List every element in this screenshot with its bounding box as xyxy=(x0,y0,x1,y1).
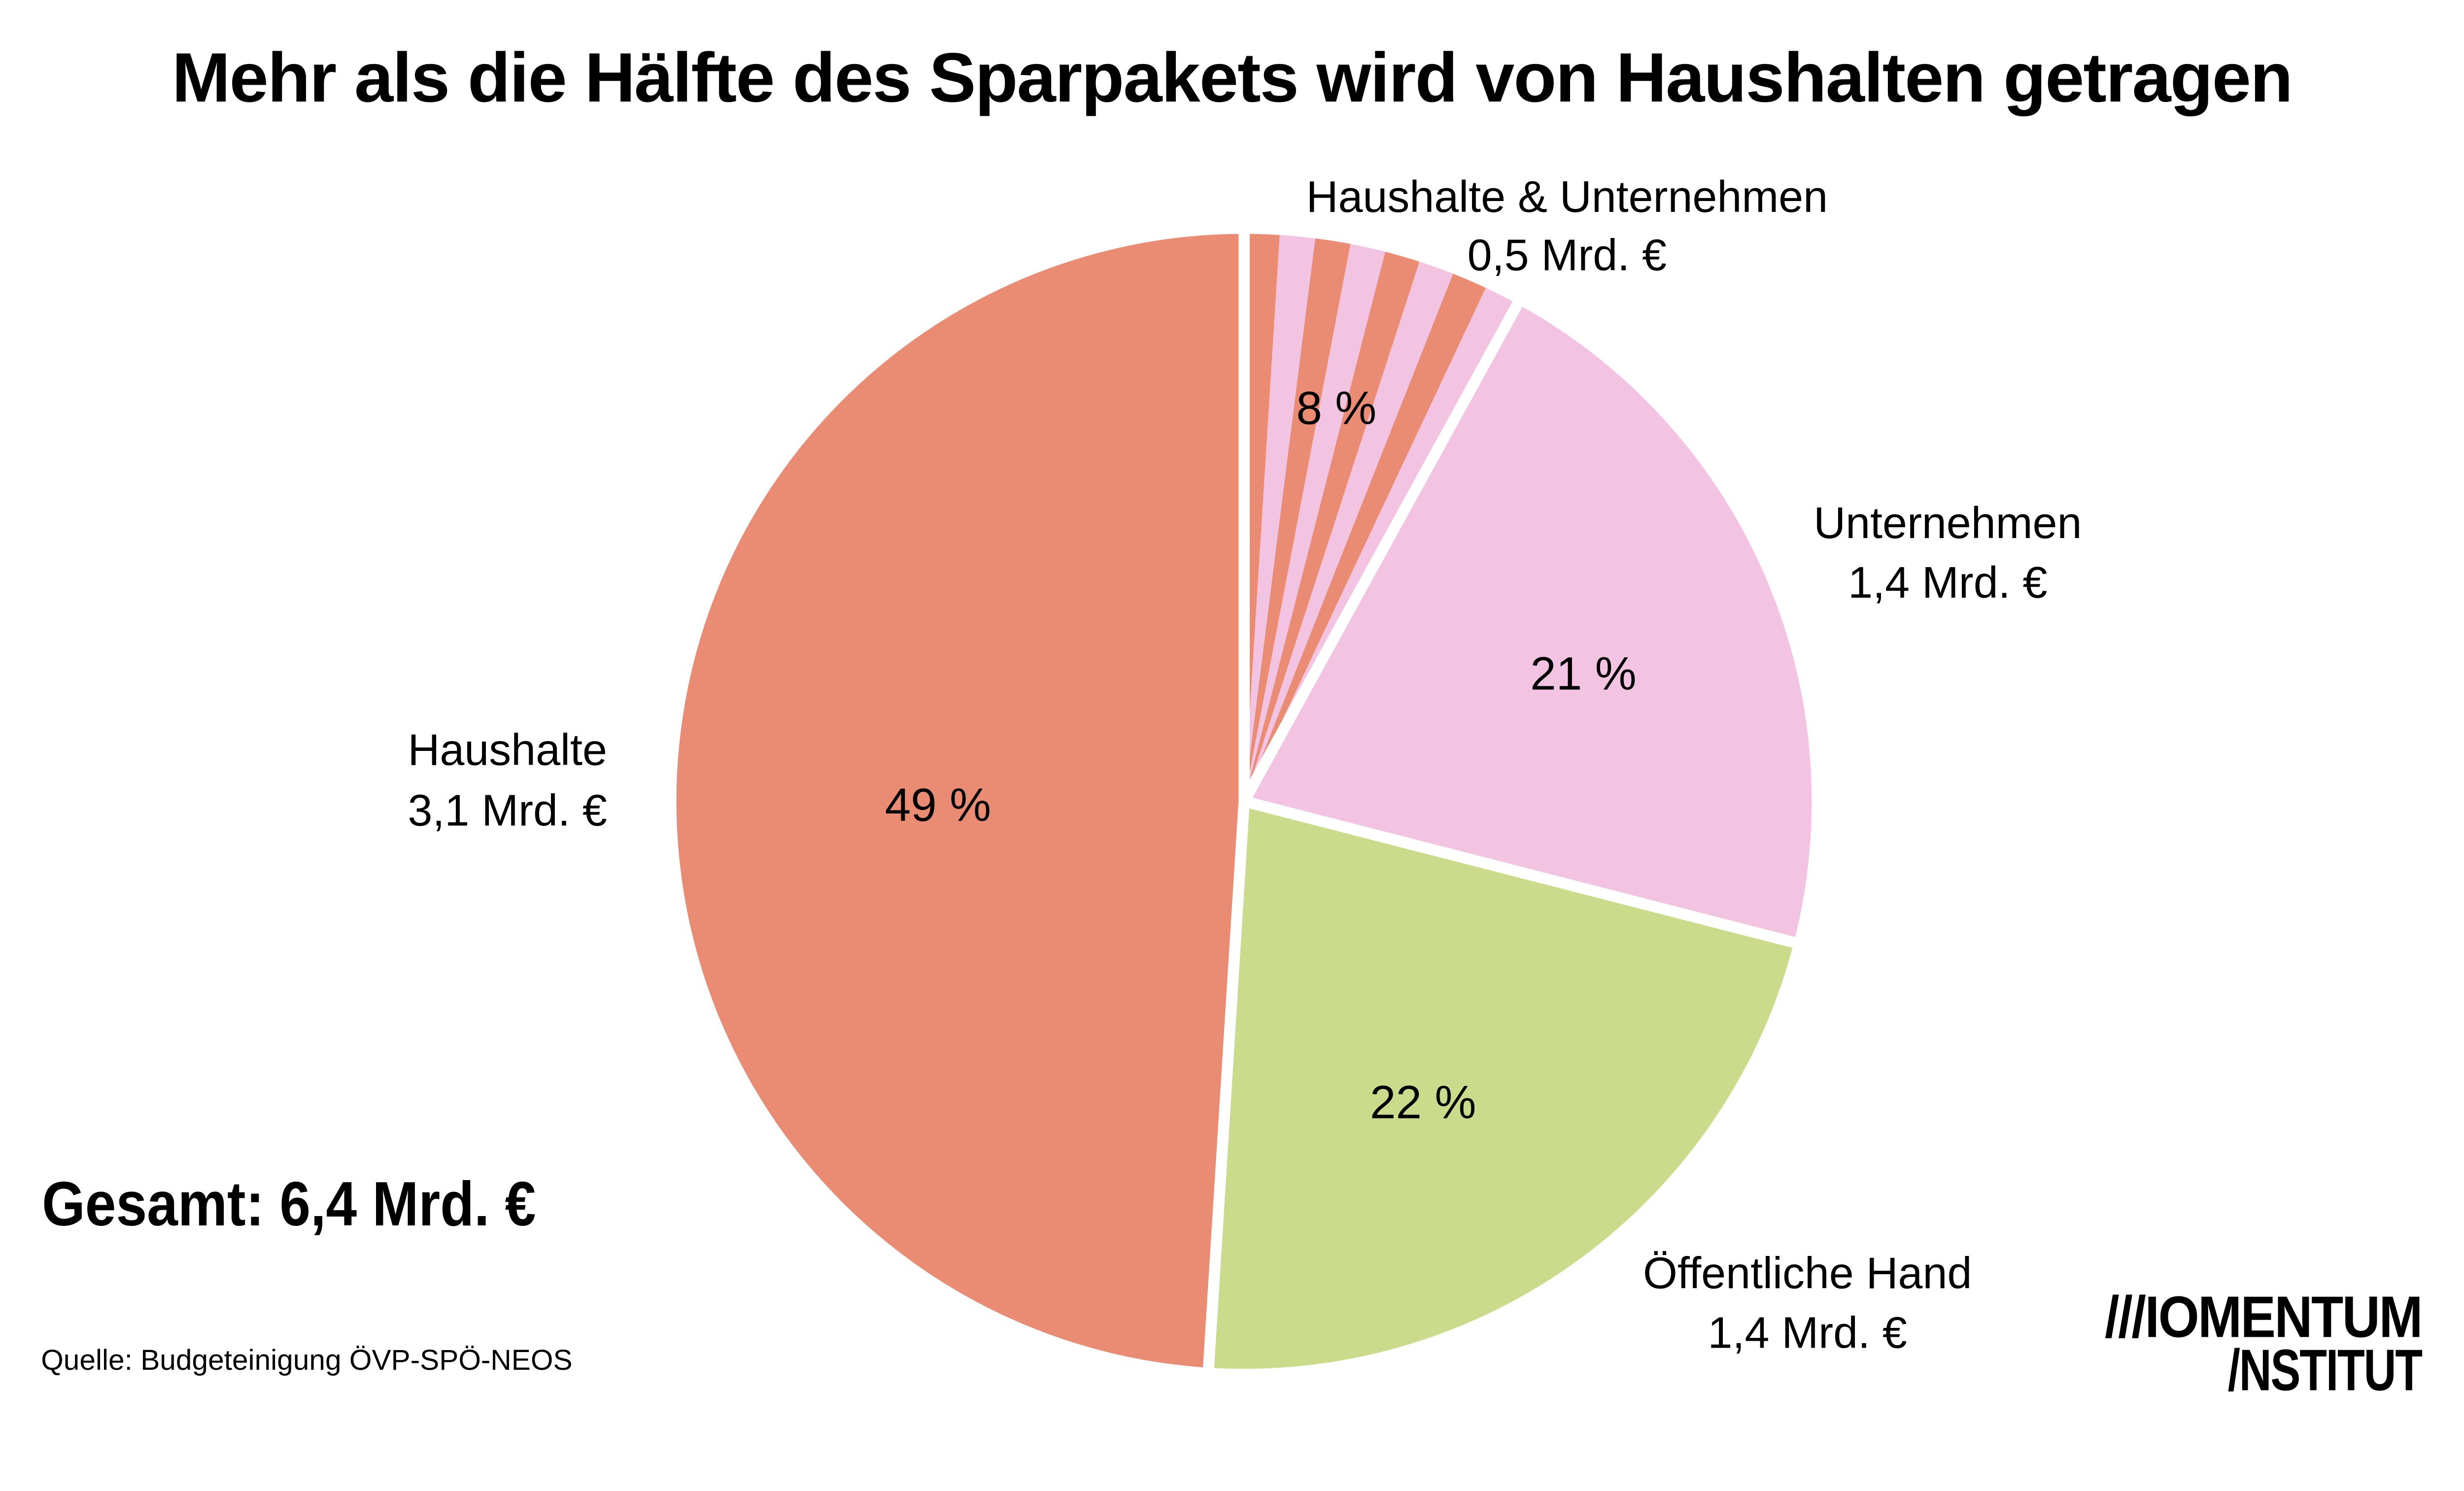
momentum-institut-logo: ///IOMENTUM /NSTITUT xyxy=(2105,1285,2424,1403)
slice-label-line1: Haushalte xyxy=(408,726,607,775)
source-note: Quelle: Budgeteinigung ÖVP-SPÖ-NEOS xyxy=(41,1344,572,1376)
stripe-pink-3 xyxy=(1244,256,1455,802)
striped-slice-outline xyxy=(1238,222,1526,807)
slice-label-line2: 0,5 Mrd. € xyxy=(1468,231,1667,280)
percent-label-unternehmen: 21 % xyxy=(1530,647,1637,700)
stripe-orange-1 xyxy=(1244,228,1280,802)
percent-label-haushalte-und-unternehmen: 8 % xyxy=(1296,382,1376,434)
slice-label-unternehmen: Unternehmen 1,4 Mrd. € xyxy=(1814,499,2082,608)
total-label: Gesamt: 6,4 Mrd. € xyxy=(42,1169,536,1239)
slice-label-oeffentliche-hand: Öffentliche Hand 1,4 Mrd. € xyxy=(1643,1249,1972,1357)
stripe-pink-1 xyxy=(1244,229,1316,802)
pie-slice-haushalte xyxy=(665,222,1250,1379)
stripe-pink-2 xyxy=(1244,238,1387,802)
chart-title: Mehr als die Hälfte des Sparpakets wird … xyxy=(172,39,2292,117)
pie-chart-figure: Mehr als die Hälfte des Sparpakets wird … xyxy=(41,39,2424,1403)
stripe-orange-3 xyxy=(1244,246,1421,802)
pie-slice-unternehmen xyxy=(1238,293,1823,949)
stripe-orange-4 xyxy=(1244,269,1488,802)
chart-canvas: Mehr als die Hälfte des Sparpakets wird … xyxy=(41,39,2424,1403)
logo-line2: /NSTITUT xyxy=(2228,1337,2423,1403)
slice-label-haushalte: Haushalte 3,1 Mrd. € xyxy=(408,726,607,836)
slice-label-line1: Unternehmen xyxy=(1814,499,2082,548)
pie-slice-oeffentliche-hand xyxy=(1202,795,1805,1380)
slice-label-line2: 3,1 Mrd. € xyxy=(408,786,607,835)
slice-label-line1: Öffentliche Hand xyxy=(1643,1249,1972,1298)
slice-label-haushalte-und-unternehmen: Haushalte & Unternehmen 0,5 Mrd. € xyxy=(1306,172,1828,280)
slice-label-line2: 1,4 Mrd. € xyxy=(1848,558,2047,608)
slice-label-line1: Haushalte & Unternehmen xyxy=(1306,172,1828,222)
percent-label-haushalte: 49 % xyxy=(885,779,992,831)
logo-line1: ///IOMENTUM xyxy=(2105,1285,2422,1350)
pie-chart xyxy=(665,222,1823,1380)
slice-label-line2: 1,4 Mrd. € xyxy=(1708,1308,1907,1357)
percent-label-oeffentliche-hand: 22 % xyxy=(1370,1076,1476,1128)
stripe-orange-2 xyxy=(1244,233,1352,802)
